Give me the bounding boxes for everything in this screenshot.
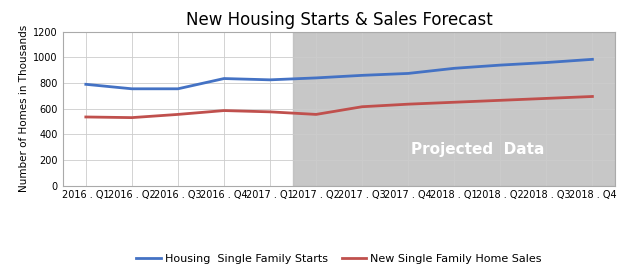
New Single Family Home Sales <box>220 109 228 112</box>
New Single Family Home Sales <box>312 113 320 116</box>
Housing  Single Family Starts <box>266 78 274 81</box>
New Single Family Home Sales <box>82 115 90 118</box>
Housing  Single Family Starts <box>359 74 366 77</box>
Text: Projected  Data: Projected Data <box>411 142 544 157</box>
Line: New Single Family Home Sales: New Single Family Home Sales <box>86 96 592 118</box>
New Single Family Home Sales <box>497 99 504 102</box>
Housing  Single Family Starts <box>220 77 228 80</box>
New Single Family Home Sales <box>174 113 181 116</box>
Housing  Single Family Starts <box>404 72 412 75</box>
Y-axis label: Number of Homes in Thousands: Number of Homes in Thousands <box>19 25 29 192</box>
Housing  Single Family Starts <box>128 87 136 90</box>
Housing  Single Family Starts <box>450 67 458 70</box>
New Single Family Home Sales <box>588 95 596 98</box>
New Single Family Home Sales <box>359 105 366 108</box>
New Single Family Home Sales <box>128 116 136 119</box>
Housing  Single Family Starts <box>82 83 90 86</box>
Housing  Single Family Starts <box>312 76 320 80</box>
New Single Family Home Sales <box>266 110 274 113</box>
New Single Family Home Sales <box>404 103 412 106</box>
Housing  Single Family Starts <box>497 64 504 67</box>
Bar <box>293 32 615 186</box>
New Single Family Home Sales <box>543 97 550 100</box>
Line: Housing  Single Family Starts: Housing Single Family Starts <box>86 59 592 89</box>
Housing  Single Family Starts <box>588 58 596 61</box>
Housing  Single Family Starts <box>174 87 181 90</box>
Legend: Housing  Single Family Starts, New Single Family Home Sales: Housing Single Family Starts, New Single… <box>132 249 546 265</box>
New Single Family Home Sales <box>450 101 458 104</box>
Housing  Single Family Starts <box>543 61 550 64</box>
Title: New Housing Starts & Sales Forecast: New Housing Starts & Sales Forecast <box>186 11 492 29</box>
